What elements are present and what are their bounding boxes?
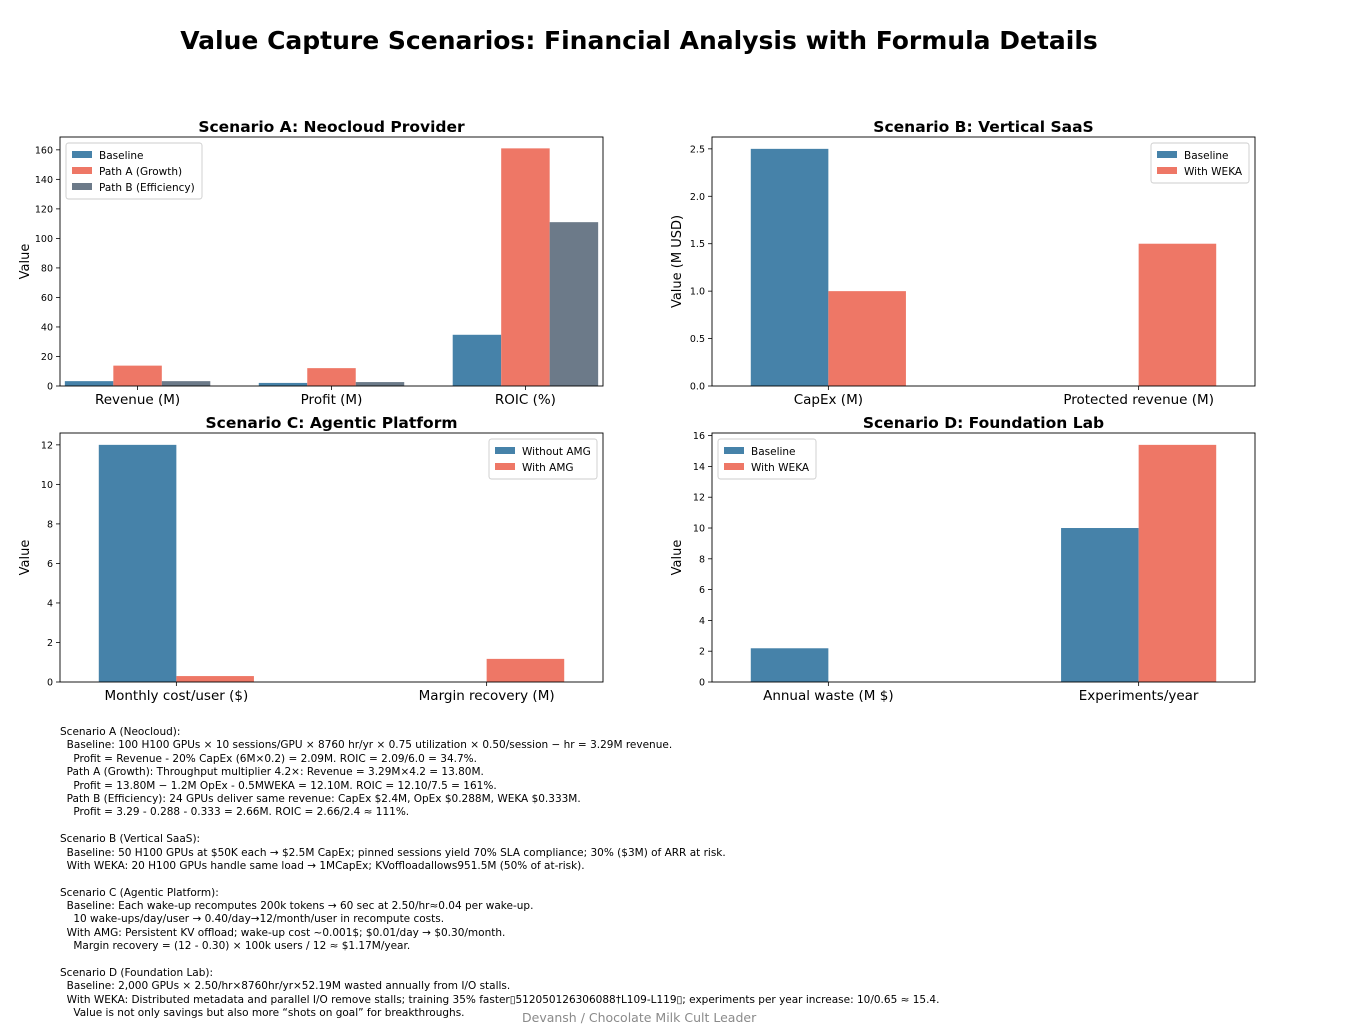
note-line: Scenario D (Foundation Lab): bbox=[60, 967, 214, 980]
note-line: Margin recovery = (12 - 0.30) × 100k use… bbox=[60, 940, 411, 953]
legend-label: Path A (Growth) bbox=[99, 166, 182, 178]
note-line: Baseline: 50 H100 GPUs at $50K each → $2… bbox=[60, 846, 726, 859]
note-line: Profit = 3.29 - 0.288 - 0.333 = 2.66M. R… bbox=[60, 806, 410, 819]
bar bbox=[161, 381, 211, 386]
chart-title: Scenario A: Neocloud Provider bbox=[198, 118, 465, 136]
legend-swatch bbox=[72, 183, 92, 190]
note-line: Path B (Efficiency): 24 GPUs deliver sam… bbox=[60, 792, 581, 805]
y-axis-label: Value bbox=[18, 244, 33, 280]
note-line: Profit = 13.80M − 1.2M OpEx - 0.5MWEKA =… bbox=[60, 779, 497, 792]
y-tick-label: 20 bbox=[41, 352, 53, 363]
note-line: Scenario C (Agentic Platform): bbox=[60, 886, 219, 899]
note-line: With AMG: Persistent KV offload; wake-up… bbox=[60, 926, 506, 939]
bar bbox=[501, 148, 550, 386]
y-tick-label: 40 bbox=[41, 322, 53, 333]
note-line: Value is not only savings but also more … bbox=[60, 1007, 465, 1020]
legend-swatch bbox=[72, 167, 92, 174]
legend-box bbox=[65, 142, 203, 200]
legend-label: Path B (Efficiency) bbox=[99, 182, 195, 194]
note-line: With WEKA: 20 H100 GPUs handle same load… bbox=[60, 859, 585, 872]
bar bbox=[452, 334, 502, 386]
note-line: With WEKA: Distributed metadata and para… bbox=[60, 993, 940, 1006]
y-tick-label: 80 bbox=[41, 263, 53, 274]
legend-swatch bbox=[72, 151, 92, 158]
bar bbox=[113, 365, 162, 386]
note-line: Path A (Growth): Throughput multiplier 4… bbox=[60, 766, 484, 779]
note-line: 10 wake-ups/day/user → 0.40/day→12/month… bbox=[60, 913, 445, 926]
formula-notes: Scenario A (Neocloud): Baseline: 100 H10… bbox=[60, 726, 1260, 1021]
note-line bbox=[60, 873, 1260, 886]
note-line: Baseline: Each wake-up recomputes 200k t… bbox=[60, 900, 534, 913]
note-line bbox=[60, 954, 1260, 967]
note-line: Baseline: 2,000 GPUs × 2.50/hr×8760hr/yr… bbox=[60, 980, 511, 993]
note-line: Profit = Revenue - 20% CapEx (6M×0.2) = … bbox=[60, 752, 477, 765]
y-tick-label: 160 bbox=[35, 145, 53, 156]
y-tick-label: 120 bbox=[35, 204, 53, 215]
bar bbox=[64, 381, 114, 386]
x-tick-label: Profit (M) bbox=[301, 392, 363, 408]
x-tick-label: ROIC (%) bbox=[495, 392, 556, 408]
y-tick-label: 100 bbox=[35, 234, 53, 245]
y-tick-label: 140 bbox=[35, 175, 53, 186]
bar bbox=[549, 222, 599, 386]
bar bbox=[258, 382, 308, 386]
main-title: Value Capture Scenarios: Financial Analy… bbox=[180, 26, 1098, 55]
legend-label: Baseline bbox=[99, 150, 144, 162]
note-line: Scenario B (Vertical SaaS): bbox=[60, 833, 201, 846]
y-tick-label: 0 bbox=[47, 382, 53, 393]
note-line bbox=[60, 820, 1260, 833]
bar bbox=[355, 382, 405, 386]
x-tick-label: Revenue (M) bbox=[95, 392, 180, 408]
credit-text: Devansh / Chocolate Milk Cult Leader bbox=[522, 1010, 757, 1025]
note-line: Scenario A (Neocloud): bbox=[60, 726, 181, 738]
y-tick-label: 60 bbox=[41, 293, 53, 304]
bar bbox=[307, 368, 356, 386]
note-line: Baseline: 100 H100 GPUs × 10 sessions/GP… bbox=[60, 739, 673, 752]
